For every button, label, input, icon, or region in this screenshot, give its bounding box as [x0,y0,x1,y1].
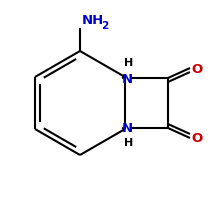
Text: O: O [191,62,202,75]
Text: H: H [124,138,133,148]
Text: N: N [122,72,133,85]
Text: NH: NH [82,14,104,27]
Text: H: H [124,58,133,68]
Text: N: N [122,122,133,135]
Text: 2: 2 [101,21,108,31]
Text: O: O [191,133,202,146]
